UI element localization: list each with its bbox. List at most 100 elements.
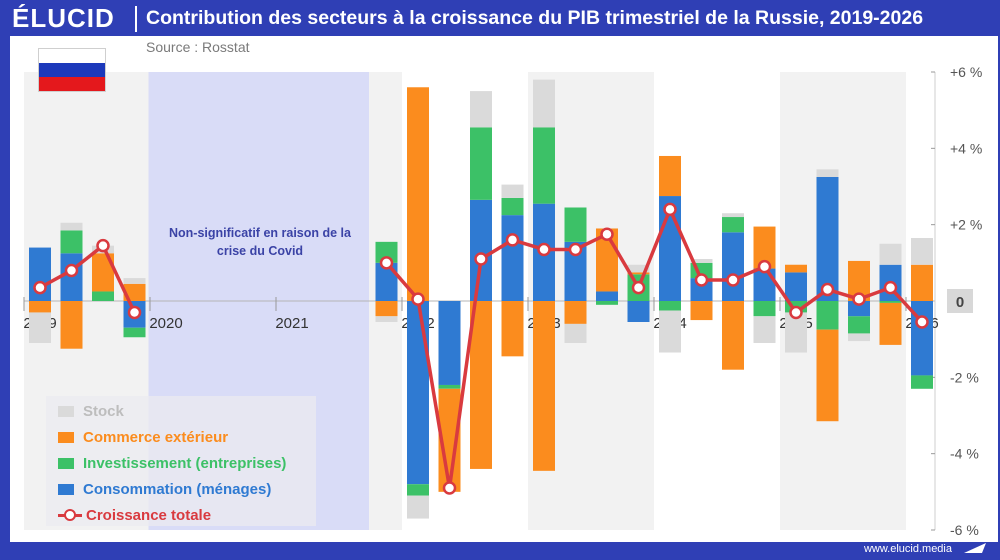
croissance-point: [96, 238, 110, 253]
bar-stock: [785, 312, 807, 353]
croissance-point: [789, 305, 803, 320]
legend-label: Stock: [83, 402, 124, 420]
croissance-point: [663, 202, 677, 217]
croissance-point: [127, 305, 142, 320]
bar-investissement: [879, 301, 902, 303]
bar-investissement: [501, 197, 524, 216]
bar-stock: [375, 316, 398, 322]
bar-consommation: [470, 199, 492, 301]
legend-label: Croissance totale: [86, 506, 212, 524]
bar-stock: [407, 495, 429, 519]
bar-commerce: [816, 329, 839, 422]
bar-consommation: [564, 241, 587, 301]
bar-stock: [60, 222, 83, 231]
bar-consommation: [753, 268, 776, 301]
bar-stock: [911, 238, 933, 265]
x-tick-label: 2021: [275, 315, 308, 332]
bar-commerce: [785, 264, 807, 273]
header-separator: [135, 6, 137, 32]
bar-consommation: [627, 301, 650, 322]
bar-commerce: [470, 301, 492, 469]
bar-commerce: [533, 301, 555, 471]
bar-commerce: [92, 253, 114, 292]
bar-consommation: [596, 291, 618, 301]
y-tick-label: -2 %: [950, 369, 979, 385]
y-tick-label: +4 %: [950, 140, 982, 156]
bar-investissement: [564, 207, 587, 242]
legend-item-investissement: Investissement (entreprises): [58, 452, 286, 474]
croissance-point: [411, 292, 425, 306]
bar-investissement: [596, 301, 618, 305]
bar-commerce: [438, 388, 461, 492]
x-tick-label: 2020: [149, 315, 182, 332]
bar-commerce: [60, 301, 83, 349]
flag-stripe-red: [39, 77, 105, 91]
chart-title: Contribution des secteurs à la croissanc…: [146, 7, 924, 29]
bar-commerce: [911, 264, 933, 301]
covid-annotation: Non-significatif en raison de la crise d…: [169, 226, 351, 258]
bar-investissement: [60, 230, 83, 254]
bar-stock: [722, 213, 744, 218]
bar-investissement: [92, 291, 114, 301]
bar-commerce: [659, 155, 681, 197]
croissance-point: [64, 263, 79, 278]
bar-consommation: [816, 176, 839, 301]
croissance-point: [726, 273, 740, 287]
bar-stock: [848, 333, 870, 342]
bar-commerce: [501, 301, 524, 357]
croissance-point: [505, 233, 520, 247]
flag-stripe-blue: [39, 63, 105, 77]
y-tick-label: +2 %: [950, 217, 982, 233]
bar-stock: [627, 264, 650, 273]
croissance-line-marker-icon: [58, 509, 82, 521]
elucid-mark-icon: [964, 543, 986, 553]
bar-investissement: [375, 241, 398, 263]
croissance-point: [379, 256, 394, 270]
legend-item-croissance: Croissance totale: [58, 504, 211, 526]
bar-investissement: [816, 301, 839, 330]
bar-investissement: [659, 301, 681, 311]
legend-item-stock: Stock: [58, 400, 124, 422]
croissance-point: [820, 282, 835, 297]
bar-investissement: [407, 484, 429, 496]
y-tick-label: -4 %: [950, 446, 979, 462]
bar-investissement: [848, 316, 870, 334]
croissance-point: [33, 280, 47, 295]
bar-investissement: [911, 375, 933, 389]
legend-swatch: [58, 457, 74, 469]
croissance-point: [442, 481, 457, 495]
croissance-point: [883, 280, 898, 295]
croissance-point: [757, 259, 772, 274]
croissance-point: [568, 242, 583, 257]
bar-commerce: [407, 87, 429, 302]
legend-swatch: [58, 483, 74, 495]
bar-stock: [753, 316, 776, 343]
legend-item-commerce: Commerce extérieur: [58, 426, 228, 448]
elucid-logo: ÉLUCID: [12, 3, 115, 33]
flag-stripe-white: [39, 49, 105, 63]
bar-commerce: [627, 272, 650, 275]
bar-commerce: [690, 301, 713, 321]
legend-item-consommation: Consommation (ménages): [58, 478, 271, 500]
bar-stock: [123, 278, 146, 284]
bar-investissement: [470, 127, 492, 200]
bar-commerce: [879, 302, 902, 345]
croissance-line: [39, 243, 137, 314]
bar-stock: [879, 243, 902, 265]
bar-stock: [533, 79, 555, 128]
bar-commerce: [722, 301, 744, 370]
croissance-point: [600, 227, 614, 241]
source-note: Source : Rosstat: [146, 39, 250, 55]
croissance-point: [474, 252, 488, 266]
bar-stock: [501, 184, 524, 198]
bar-commerce: [848, 260, 870, 301]
croissance-point: [694, 273, 709, 287]
bar-commerce: [375, 301, 398, 317]
bar-stock: [816, 169, 839, 177]
bar-investissement: [533, 127, 555, 204]
bar-investissement: [753, 301, 776, 317]
y-tick-label: 0: [956, 294, 964, 311]
header-bar: ÉLUCID Contribution des secteurs à la cr…: [0, 0, 1000, 36]
y-tick-label: +6 %: [950, 64, 982, 80]
